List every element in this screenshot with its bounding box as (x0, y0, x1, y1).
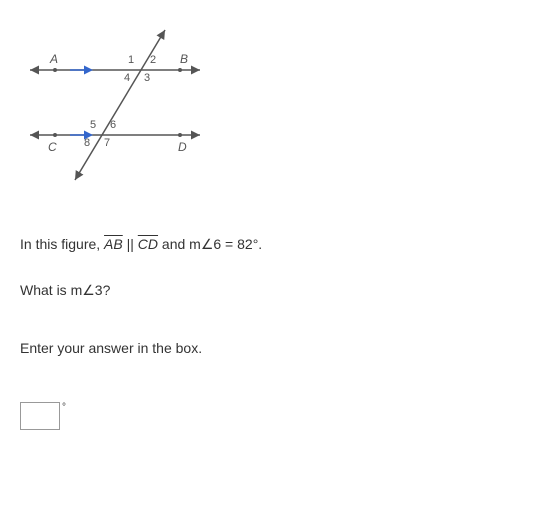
angle-1: 1 (128, 54, 134, 66)
instruction-text: Enter your answer in the box. (20, 334, 539, 362)
question-line-1: In this figure, AB || CD and m∠6 = 82°. (20, 230, 539, 258)
angle-4: 4 (124, 72, 130, 84)
question-line-2: What is m∠3? (20, 276, 539, 304)
answer-input[interactable] (20, 402, 60, 430)
angle-5: 5 (90, 119, 96, 131)
angle-7: 7 (104, 137, 110, 149)
angle-2: 2 (150, 54, 156, 66)
angle-8: 8 (84, 137, 90, 149)
q1-pre: In this figure, (20, 236, 104, 252)
q1-post: and m∠6 = 82°. (158, 236, 262, 252)
parallel-lines-figure: A B C D 1 2 3 4 5 6 7 8 (20, 20, 220, 190)
answer-box: ° (20, 402, 539, 430)
figure-svg (20, 20, 220, 190)
point-C-label: C (48, 140, 57, 154)
point-B-label: B (180, 52, 188, 66)
point-A-label: A (50, 52, 58, 66)
segment-AB: AB (104, 236, 123, 252)
segment-CD: CD (138, 236, 158, 252)
angle-6: 6 (110, 119, 116, 131)
point-D-label: D (178, 140, 187, 154)
angle-3: 3 (144, 72, 150, 84)
parallel-symbol: || (123, 236, 138, 252)
question-block: In this figure, AB || CD and m∠6 = 82°. … (20, 230, 539, 362)
degree-symbol: ° (62, 402, 66, 413)
